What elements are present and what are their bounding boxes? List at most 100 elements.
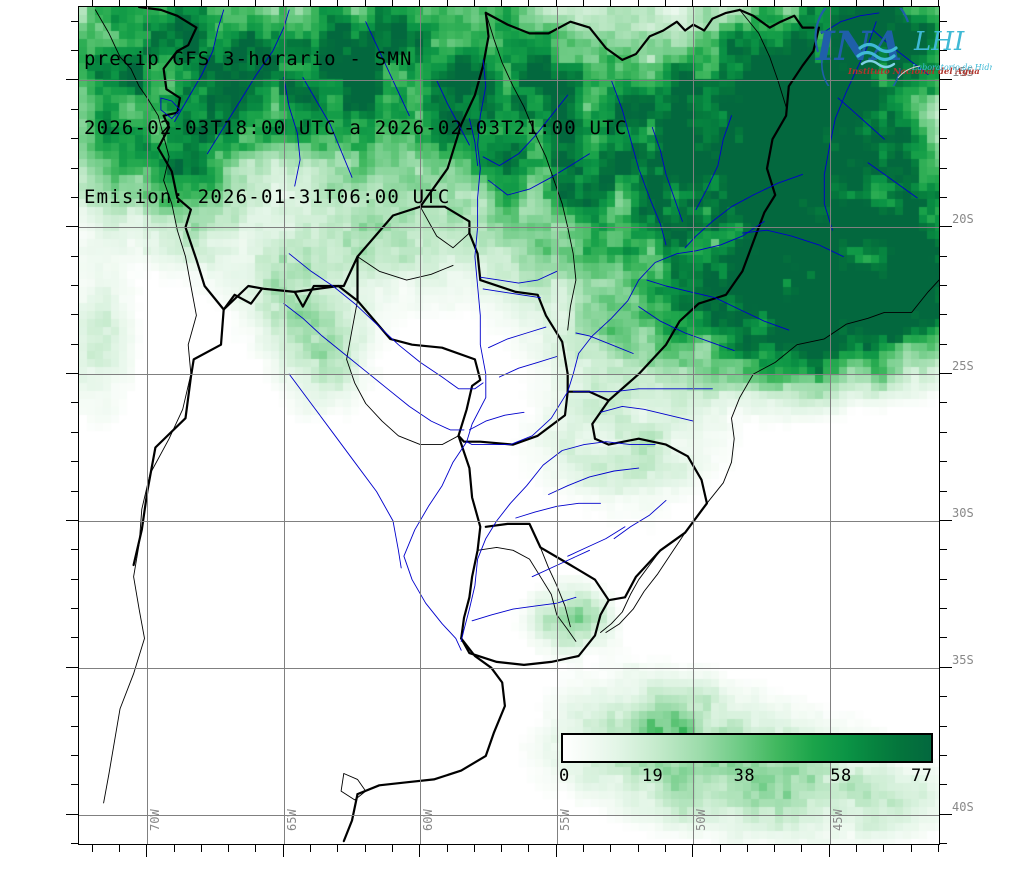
lon-tick-top-46 [801, 0, 802, 6]
lat-label-25S: 25S [952, 359, 974, 374]
lat-tick-39 [940, 784, 947, 785]
border-brazil-west [419, 11, 490, 208]
lat-tick-left-29 [71, 491, 78, 492]
river-paranaiba [684, 173, 803, 249]
lon-tick-top-42 [911, 0, 912, 6]
basin-line-uruguay-2 [539, 546, 571, 628]
basin-line-mato-grosso [485, 12, 577, 331]
lon-tick-68 [201, 845, 202, 852]
border-argentina-north [293, 284, 359, 302]
lat-tick-left-38 [71, 755, 78, 756]
basin-line-uruguay-interior [477, 546, 577, 642]
coast-buenos-aires [356, 637, 506, 796]
map-plot-area [78, 6, 940, 845]
map-vector-overlays [94, 7, 939, 843]
river-paraguay [466, 59, 487, 443]
river-guapore [436, 79, 470, 146]
lat-tick-22 [940, 285, 947, 286]
lat-tick-left-33 [71, 608, 78, 609]
lat-tick-13 [940, 21, 947, 22]
river-paraguay-trib-2 [488, 326, 547, 349]
lon-tick-51 [665, 845, 666, 852]
river-rs-1 [548, 467, 640, 495]
lat-tick-31 [940, 549, 947, 550]
lat-tick-33 [940, 608, 947, 609]
border-paraguay [356, 232, 569, 446]
river-ichilo [302, 77, 353, 178]
lat-tick-left-16 [71, 109, 78, 110]
river-grande-bo [283, 77, 301, 187]
river-jacui-2 [613, 499, 667, 540]
lon-tick-59 [447, 845, 448, 852]
lon-tick-top-48 [747, 0, 748, 6]
river-negro-uy [471, 596, 577, 622]
lat-tick-left-19 [71, 197, 78, 198]
lon-tick-49 [720, 845, 721, 852]
river-uruguay [460, 441, 656, 642]
river-parana-upper [466, 220, 765, 446]
lon-tick-41 [938, 845, 939, 852]
border-brazil-interior-east [607, 26, 820, 402]
lon-tick-top-59 [447, 0, 448, 6]
lat-tick-35 [940, 667, 952, 668]
logo-arc-lower [821, 59, 901, 86]
precipitation-heatmap-layer [79, 7, 939, 844]
river-beni [174, 9, 225, 122]
lat-tick-left-30 [66, 520, 78, 521]
river-pantanal-w [468, 118, 479, 167]
logo-wave-2 [856, 50, 896, 62]
logo-lab-acronym: LHI [913, 27, 965, 57]
river-parana-lower [403, 441, 468, 651]
lon-tick-52 [638, 845, 639, 852]
lon-tick-top-63 [337, 0, 338, 6]
lon-tick-top-56 [528, 0, 529, 6]
lat-label-15S: 15S [952, 65, 974, 80]
lon-tick-62 [365, 845, 366, 852]
lat-tick-14 [940, 50, 947, 51]
lon-tick-top-61 [392, 0, 393, 6]
river-ne-1 [821, 12, 880, 34]
lon-tick-top-43 [883, 0, 884, 6]
river-tributary-goias-2 [651, 126, 683, 222]
river-parana-trib-1 [600, 405, 694, 422]
lat-tick-26 [940, 402, 947, 403]
lat-tick-24 [940, 344, 947, 345]
coast-lagoa-dos-patos [600, 549, 661, 633]
river-grande [741, 229, 844, 258]
lat-tick-20 [940, 226, 952, 227]
lon-tick-53 [610, 845, 611, 852]
lon-tick-top-45 [829, 0, 830, 6]
lat-tick-40 [940, 814, 952, 815]
lat-tick-28 [940, 461, 947, 462]
basin-line-chaco-s [357, 256, 454, 281]
border-argentina-andes1 [222, 287, 263, 311]
lat-tick-37 [940, 726, 947, 727]
lon-label-60W: 60W [421, 809, 436, 831]
lat-tick-left-20 [66, 226, 78, 227]
lat-tick-27 [940, 432, 947, 433]
lat-tick-left-39 [71, 784, 78, 785]
lat-tick-23 [940, 314, 947, 315]
lat-tick-left-41 [71, 843, 78, 844]
river-paraguay-trib-1 [498, 356, 558, 378]
lon-tick-top-58 [474, 0, 475, 6]
lon-tick-67 [228, 845, 229, 852]
river-sf-tributary [837, 97, 885, 140]
river-mamore [206, 9, 290, 155]
colorbar-label-58: 58 [830, 766, 852, 786]
lon-tick-top-69 [174, 0, 175, 6]
logo-subtitle: Instituto Nacional del Agua [847, 67, 980, 77]
river-tributary-goias-1 [695, 115, 732, 211]
lat-tick-left-36 [71, 696, 78, 697]
lon-tick-top-44 [856, 0, 857, 6]
river-bermejo [283, 303, 465, 431]
lat-label-30S: 30S [952, 505, 974, 520]
lat-tick-left-32 [71, 579, 78, 580]
logo-arc-upper [814, 8, 910, 53]
lon-tick-42 [911, 845, 912, 852]
river-jacui [567, 526, 626, 557]
lat-tick-25 [940, 373, 952, 374]
river-tebicuary [468, 411, 525, 431]
lon-tick-top-62 [365, 0, 366, 6]
